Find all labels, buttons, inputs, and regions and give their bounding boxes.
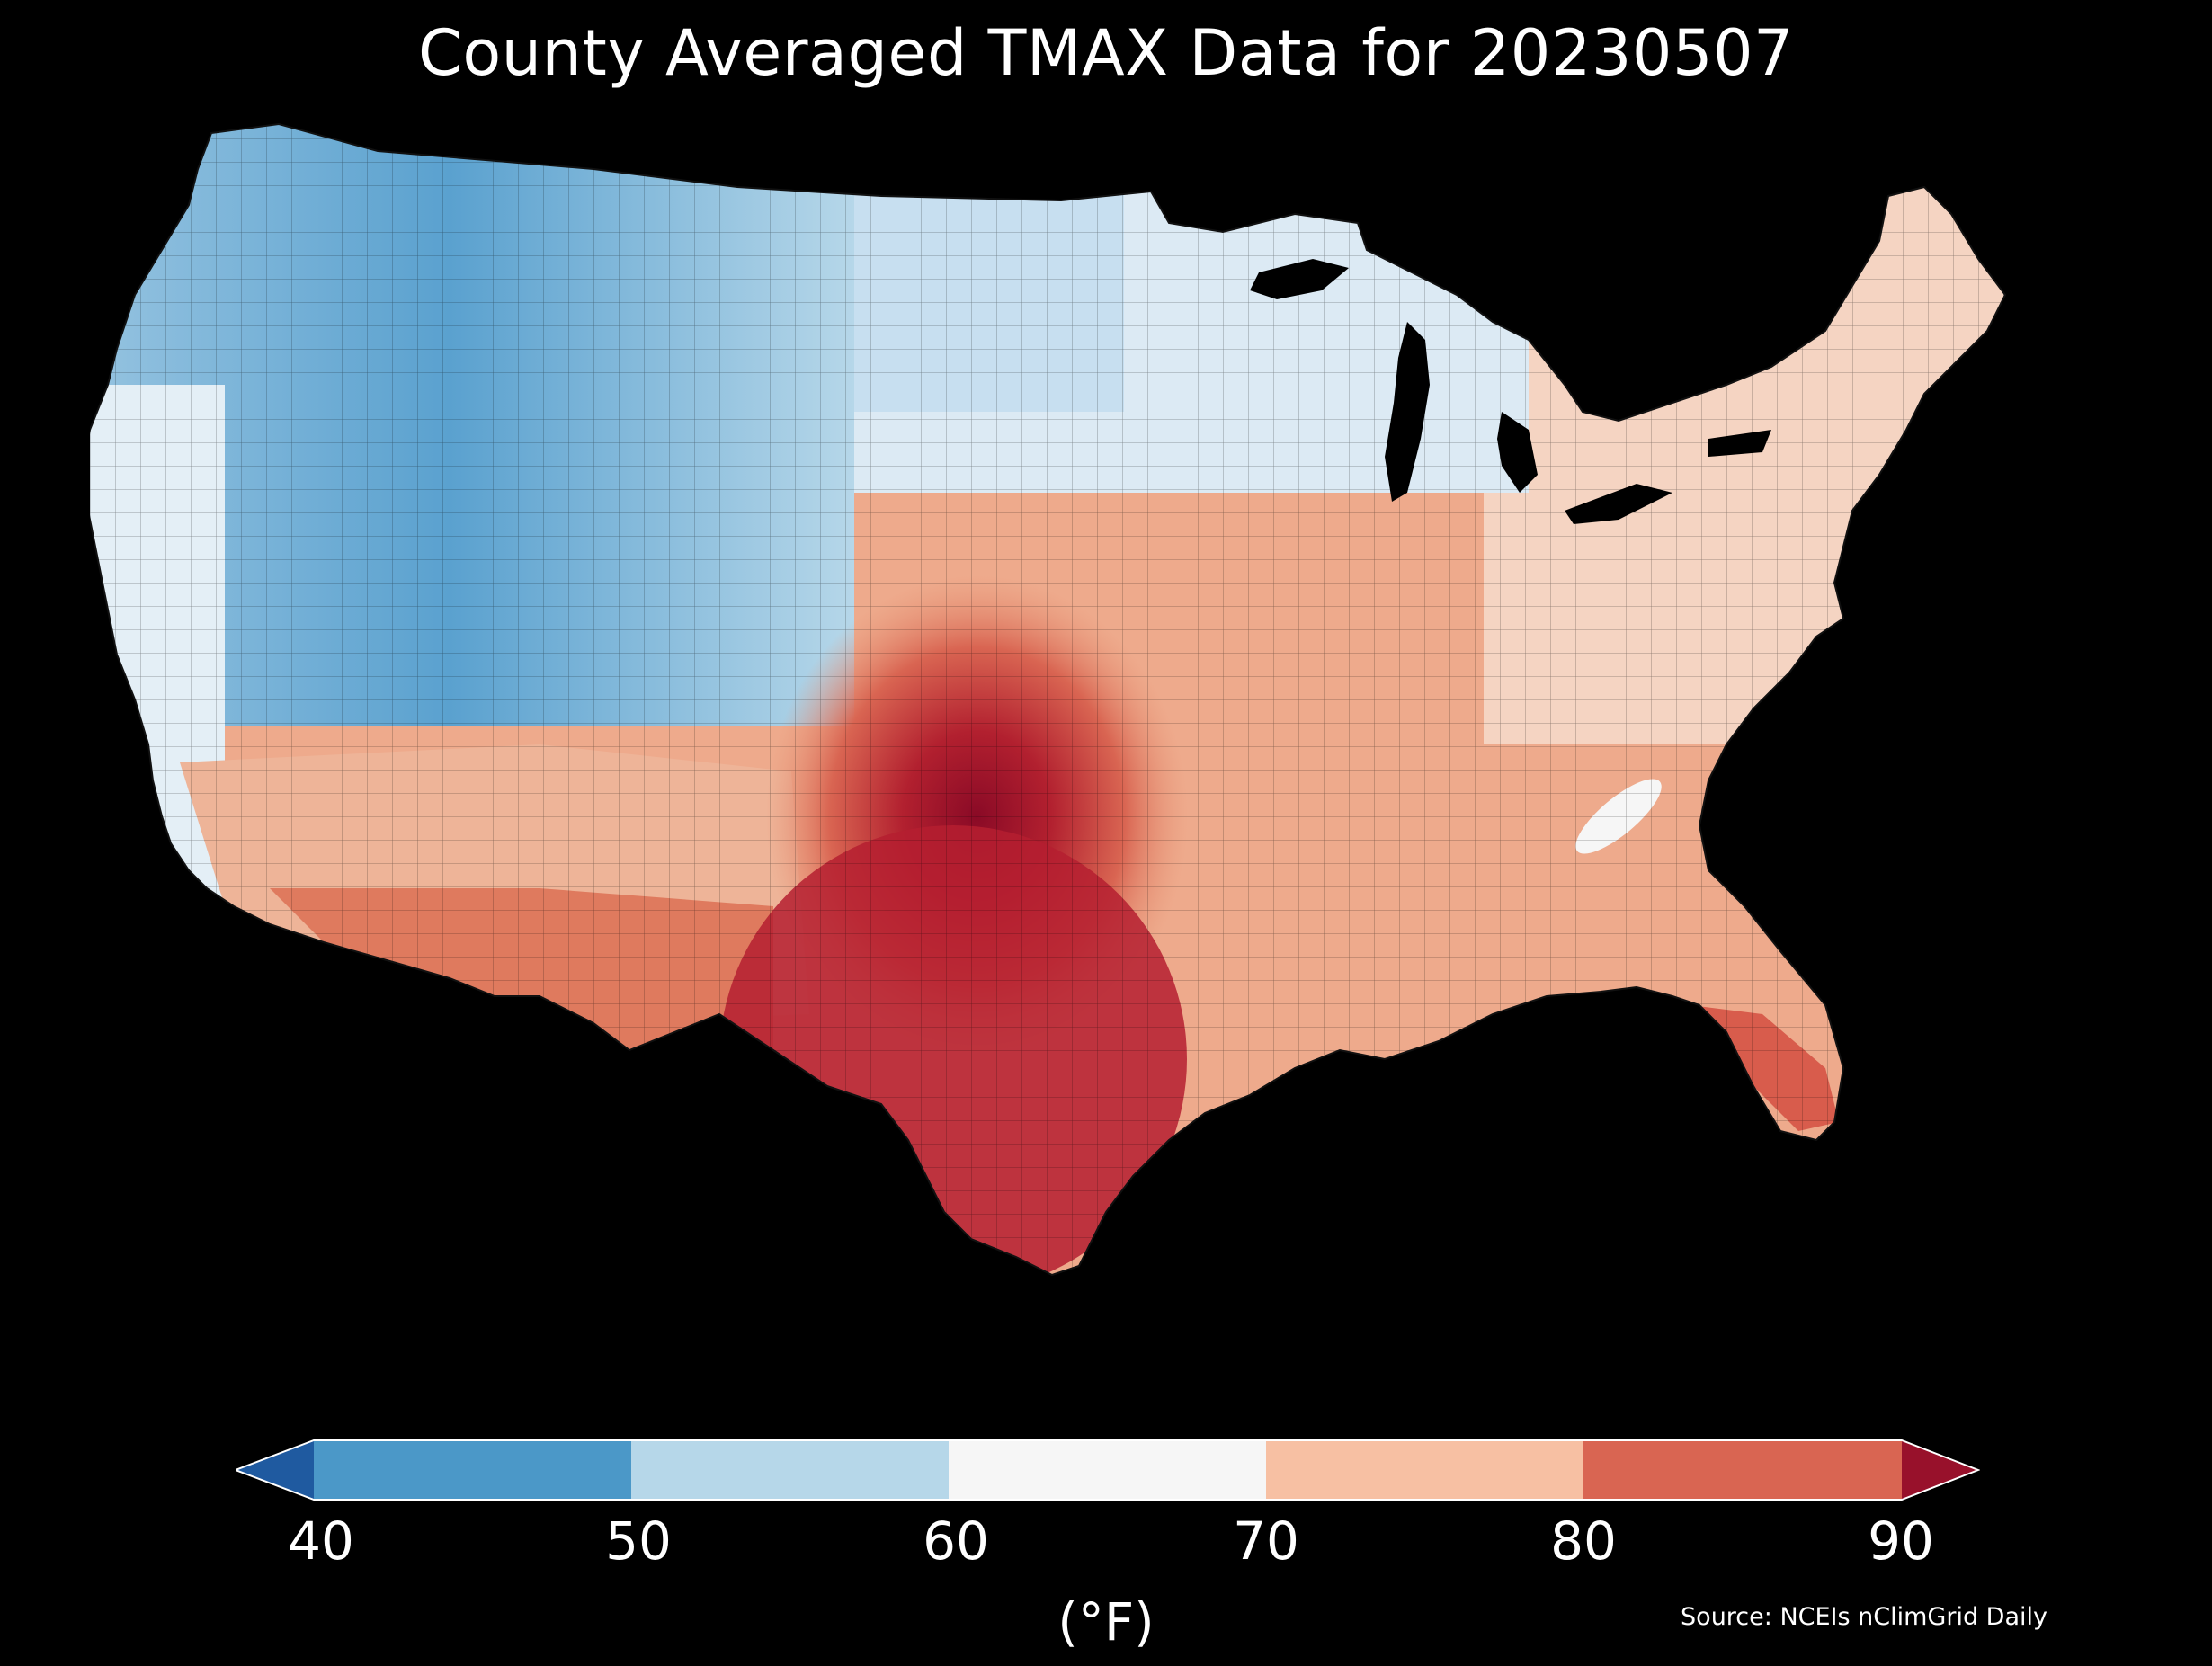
colorbar-bin-80-90 xyxy=(1583,1440,1902,1500)
colorbar-unit-label: (°F) xyxy=(1057,1591,1155,1653)
lake-superior xyxy=(1250,259,1349,299)
colorbar xyxy=(236,1439,1980,1501)
colorbar-tick-80: 80 xyxy=(1550,1510,1617,1572)
lake-erie xyxy=(1565,484,1672,524)
colorbar-tick-90: 90 xyxy=(1868,1510,1934,1572)
colorbar-tick-50: 50 xyxy=(605,1510,672,1572)
colorbar-underflow-arrow xyxy=(236,1440,314,1500)
colorbar-outline xyxy=(236,1439,1980,1501)
colorbar-tick-40: 40 xyxy=(288,1510,354,1572)
colorbar-overflow-arrow xyxy=(1902,1440,1978,1500)
colorbar-bin-40-50 xyxy=(314,1440,631,1500)
lake-michigan xyxy=(1385,322,1430,502)
conus-outline xyxy=(90,122,2007,1277)
colorbar-bin-50-60 xyxy=(631,1440,949,1500)
colorbar-tick-60: 60 xyxy=(923,1510,989,1572)
county-boundaries xyxy=(90,124,2005,1275)
colorbar-bin-60-70 xyxy=(949,1440,1266,1500)
conus-county-map xyxy=(90,122,2007,1277)
county-fill-layer xyxy=(90,124,2005,1275)
map-title: County Averaged TMAX Data for 20230507 xyxy=(417,16,1795,90)
colorbar-bin-70-80 xyxy=(1266,1440,1583,1500)
lake-ontario xyxy=(1708,430,1771,457)
lake-huron xyxy=(1497,412,1538,493)
source-credit: Source: NCEIs nClimGrid Daily xyxy=(1681,1603,2047,1631)
colorbar-tick-70: 70 xyxy=(1233,1510,1299,1572)
